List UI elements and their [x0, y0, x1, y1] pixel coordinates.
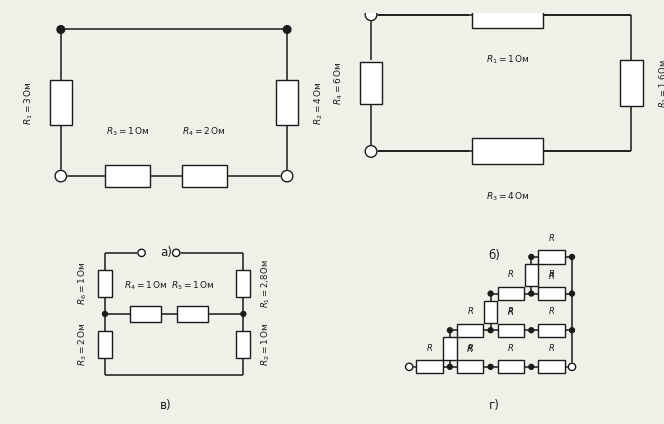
Text: $R$: $R$ [548, 268, 555, 279]
Text: $R_6{=}1\,\mathrm{Ом}$: $R_6{=}1\,\mathrm{Ом}$ [76, 262, 89, 305]
Circle shape [138, 249, 145, 257]
Bar [98, 331, 112, 358]
Circle shape [365, 145, 377, 157]
Bar [50, 81, 72, 125]
Text: $R$: $R$ [466, 343, 473, 354]
Text: б): б) [489, 249, 501, 262]
Bar [236, 270, 250, 297]
Text: $R$: $R$ [507, 268, 515, 279]
Circle shape [529, 291, 534, 296]
Text: $R$: $R$ [548, 270, 554, 281]
Bar [539, 287, 565, 300]
Bar [360, 62, 382, 104]
Bar [498, 360, 524, 374]
Text: $R$: $R$ [507, 342, 515, 353]
Bar [539, 360, 565, 374]
Bar [498, 287, 524, 300]
Circle shape [448, 364, 452, 369]
Text: $R_4{=}2\,\mathrm{Ом}$: $R_4{=}2\,\mathrm{Ом}$ [183, 126, 226, 138]
Bar [444, 338, 457, 360]
Text: $R$: $R$ [507, 307, 514, 318]
Text: $R_2{=}1{,}6\,\mathrm{Ом}$: $R_2{=}1{,}6\,\mathrm{Ом}$ [657, 59, 664, 108]
Text: $R_1{=}1\,\mathrm{Ом}$: $R_1{=}1\,\mathrm{Ом}$ [486, 54, 530, 66]
Circle shape [570, 291, 574, 296]
Bar [98, 270, 112, 297]
Text: $R_1{=}3\,\mathrm{Ом}$: $R_1{=}3\,\mathrm{Ом}$ [23, 81, 35, 125]
Text: г): г) [489, 399, 500, 412]
Bar [457, 360, 483, 374]
Circle shape [55, 170, 66, 182]
Text: $R$: $R$ [467, 342, 474, 353]
Text: $R$: $R$ [467, 305, 474, 316]
Text: $R_5{=}1\,\mathrm{Ом}$: $R_5{=}1\,\mathrm{Ом}$ [171, 279, 214, 292]
Circle shape [102, 312, 108, 316]
Circle shape [448, 328, 452, 333]
Text: $R$: $R$ [426, 342, 433, 353]
Circle shape [406, 363, 413, 371]
Text: $R_4{=}6\,\mathrm{Ом}$: $R_4{=}6\,\mathrm{Ом}$ [332, 61, 345, 105]
Bar [498, 324, 524, 337]
Text: $R_3{=}1\,\mathrm{Ом}$: $R_3{=}1\,\mathrm{Ом}$ [106, 126, 149, 138]
Circle shape [173, 249, 180, 257]
Text: $R_2{=}1\,\mathrm{Ом}$: $R_2{=}1\,\mathrm{Ом}$ [260, 323, 272, 366]
Bar [130, 306, 161, 321]
Circle shape [488, 328, 493, 333]
Bar [182, 165, 226, 187]
Circle shape [568, 363, 576, 371]
Bar [525, 264, 538, 287]
Bar [620, 60, 643, 106]
Bar [276, 81, 298, 125]
Text: $R_3{=}4\,\mathrm{Ом}$: $R_3{=}4\,\mathrm{Ом}$ [486, 190, 530, 203]
Text: $R_2{=}4\,\mathrm{Ом}$: $R_2{=}4\,\mathrm{Ом}$ [313, 81, 325, 125]
Text: а): а) [160, 246, 172, 259]
Bar [539, 324, 565, 337]
Circle shape [365, 9, 377, 21]
Circle shape [570, 328, 574, 333]
Bar [416, 360, 443, 374]
Circle shape [529, 364, 534, 369]
Circle shape [529, 328, 534, 333]
Bar [472, 2, 544, 28]
Circle shape [284, 26, 291, 33]
Bar [472, 138, 544, 165]
Bar [236, 331, 250, 358]
Text: $R$: $R$ [548, 342, 555, 353]
Text: $R_4{=}1\,\mathrm{Ом}$: $R_4{=}1\,\mathrm{Ом}$ [124, 279, 167, 292]
Circle shape [241, 312, 246, 316]
Text: в): в) [160, 399, 172, 412]
Text: $R$: $R$ [507, 305, 515, 316]
Circle shape [529, 254, 534, 259]
Circle shape [488, 291, 493, 296]
Text: $R_3{=}2\,\mathrm{Ом}$: $R_3{=}2\,\mathrm{Ом}$ [76, 323, 89, 366]
Text: $R_1{=}2{,}8\,\mathrm{Ом}$: $R_1{=}2{,}8\,\mathrm{Ом}$ [260, 259, 272, 308]
Circle shape [488, 364, 493, 369]
Bar [177, 306, 208, 321]
Circle shape [570, 254, 574, 259]
Bar [539, 250, 565, 264]
Bar [484, 301, 497, 323]
Circle shape [57, 26, 64, 33]
Bar [106, 165, 150, 187]
Circle shape [282, 170, 293, 182]
Bar [457, 324, 483, 337]
Text: $R$: $R$ [548, 305, 555, 316]
Text: $R$: $R$ [548, 232, 555, 243]
